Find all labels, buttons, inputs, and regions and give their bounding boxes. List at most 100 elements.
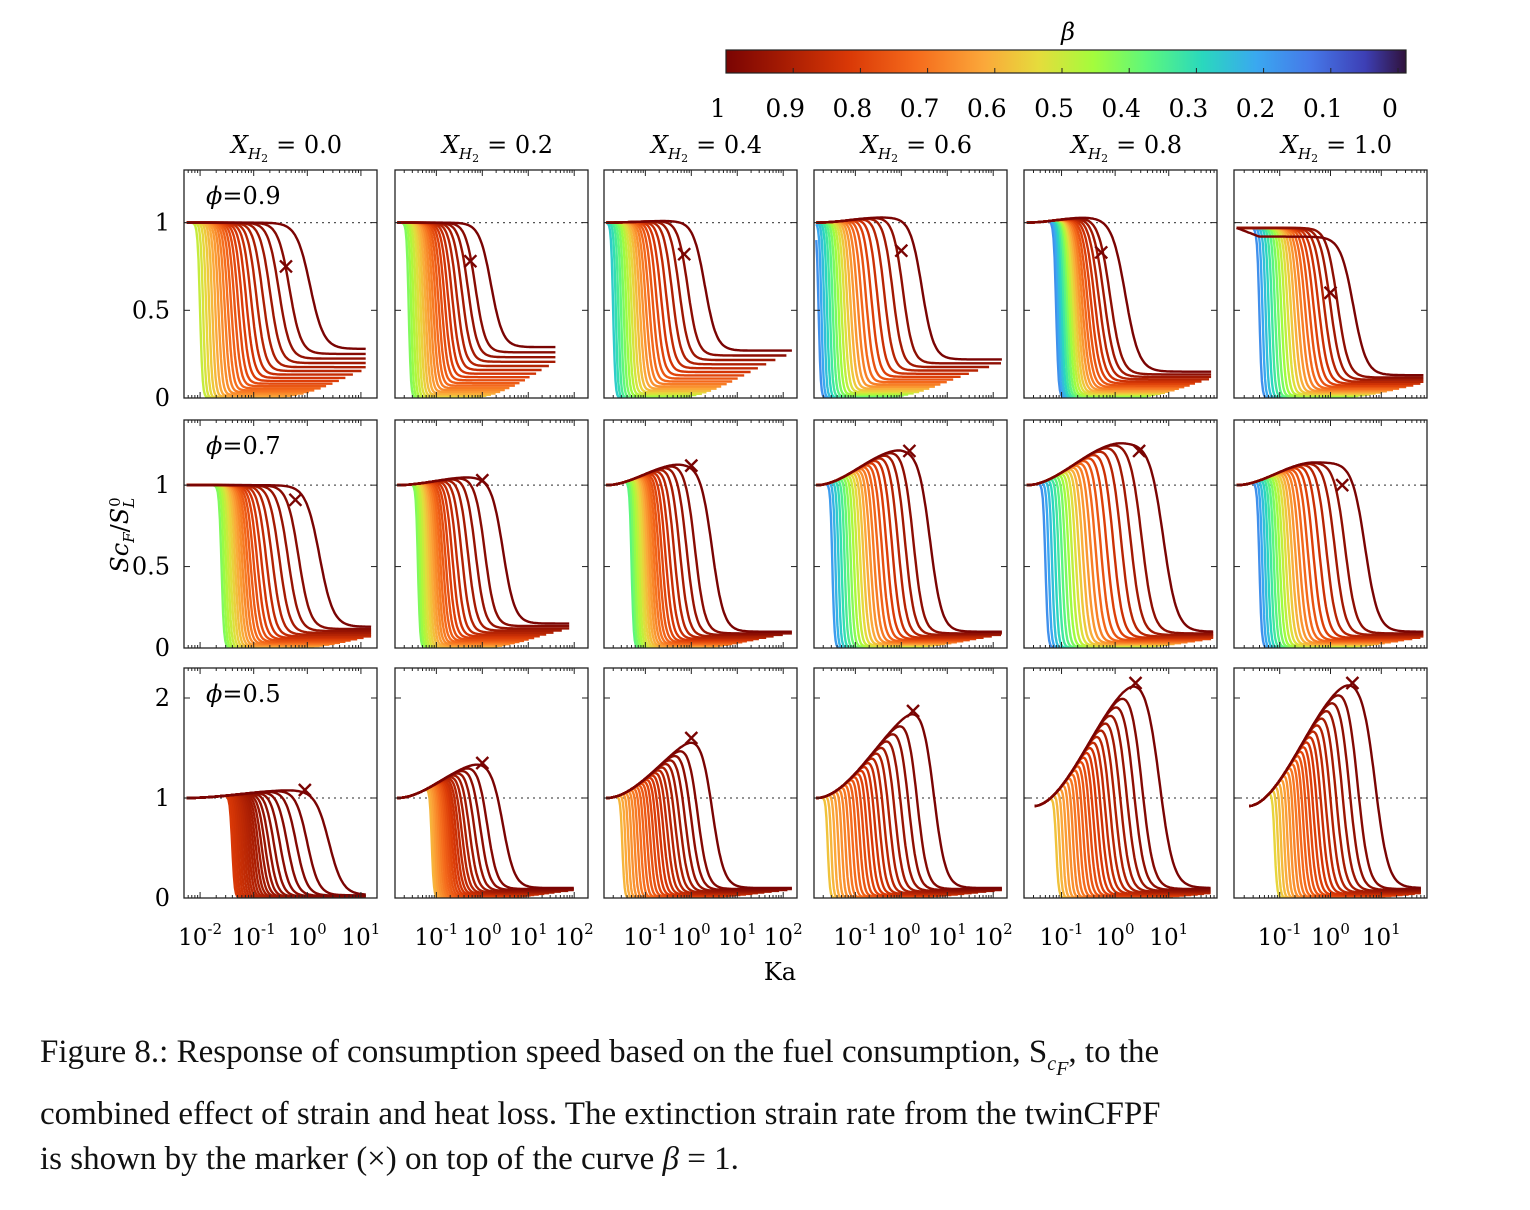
series-line: [1026, 216, 1212, 373]
series-line: [397, 774, 561, 893]
colorbar-tick-label: 0.1: [1303, 94, 1343, 123]
x-tick-label: 100: [882, 920, 921, 951]
caption-line-2: combined effect of strain and heat loss.…: [40, 1095, 1161, 1132]
curves: [606, 463, 792, 648]
panel-frame: [394, 169, 589, 399]
extinction-marker: [894, 243, 909, 258]
caption-sub: c: [1047, 1052, 1057, 1075]
x-tick-label: 101: [928, 920, 967, 951]
panel-frame: [603, 667, 798, 899]
x-tick-label: 100: [672, 920, 711, 951]
caption-text: = 1.: [678, 1140, 739, 1177]
panel-r2-c2: 10-1 100 101 102: [603, 667, 803, 951]
column-title: XH2 = 0.0: [229, 131, 342, 165]
extinction-marker: [288, 492, 303, 507]
row-label: ϕ=0.5: [206, 680, 281, 708]
colorbar-tick-label: 0.6: [967, 94, 1007, 123]
panel-r0-c4: [1023, 169, 1218, 399]
y-tick-label: 1: [155, 471, 170, 499]
extinction-marker: [475, 756, 490, 770]
caption-beta: β: [662, 1140, 679, 1177]
series-line: [186, 789, 366, 896]
panel-r0-c5: [1233, 169, 1428, 399]
series-line: [186, 221, 366, 351]
series-line: [186, 792, 366, 898]
x-tick-label: 10-1: [414, 920, 458, 951]
series-line: [816, 216, 1002, 361]
series-line: [1249, 684, 1421, 889]
y-tick-label: 1: [155, 209, 170, 237]
colorbar-gradient: [725, 49, 1407, 74]
x-tick-label: 101: [1362, 920, 1401, 951]
panel-frame: [183, 169, 378, 399]
column-title: XH2 = 0.8: [1069, 131, 1182, 165]
series-line: [605, 221, 668, 398]
extinction-marker: [279, 259, 293, 274]
curves: [397, 763, 574, 898]
caption-text: , to the: [1068, 1034, 1160, 1070]
panel-frame: [1233, 169, 1428, 399]
extinction-marker: [1094, 245, 1109, 260]
series-line: [606, 741, 792, 890]
x-tick-label: 101: [509, 920, 548, 951]
series-line: [1026, 218, 1179, 390]
series-line: [606, 219, 792, 352]
panel-r1-c1: [394, 419, 589, 649]
extinction-marker: [298, 783, 312, 797]
panel-r0-c2: [603, 169, 798, 399]
x-tick-label: 102: [974, 920, 1013, 951]
x-tick-label: 10-2: [178, 920, 222, 951]
extinction-marker: [1345, 676, 1360, 690]
series-line: [397, 763, 574, 890]
panel-frame: [1023, 169, 1218, 399]
column-titles: XH2 = 0.0 XH2 = 0.2 XH2 = 0.4 XH2 = 0.6 XH2 = 0.8…: [229, 131, 1392, 165]
caption-line-1: Figure 8.: Response of consumption speed…: [40, 1030, 1490, 1092]
panel-frame: [394, 419, 589, 649]
extinction-marker: [1323, 285, 1338, 300]
x-tick-label: 10-1: [1040, 920, 1084, 951]
series-line: [397, 767, 574, 891]
panel-frame: [183, 419, 378, 649]
extinction-marker: [684, 731, 699, 745]
x-tick-label: 102: [764, 920, 803, 951]
colorbar-tick-label: 0.7: [900, 94, 940, 123]
panel-r2-c0: 2 1 0 ϕ=0.5 10-2 10-1 100 101: [155, 667, 380, 951]
curves: [186, 789, 366, 898]
y-tick-label: 2: [155, 684, 170, 712]
panel-frame: [603, 419, 798, 649]
curves: [816, 713, 1002, 898]
caption-text: Figure 8.: Response of consumption speed…: [40, 1034, 1048, 1070]
series-line: [397, 221, 556, 349]
y-axis-label: ScF/SL0: [106, 497, 138, 572]
series-line: [606, 463, 792, 633]
series-line: [1026, 482, 1110, 648]
series-line: [186, 221, 264, 398]
x-tick-label: 10-1: [623, 920, 667, 951]
curves: [1034, 685, 1211, 898]
series-line: [815, 223, 878, 398]
panel-r1-c4: [1023, 419, 1218, 649]
series-line: [1249, 759, 1386, 898]
extinction-marker: [902, 444, 917, 458]
extinction-marker: [475, 473, 490, 488]
curves: [605, 219, 792, 398]
curves: [1026, 216, 1212, 398]
x-tick-label: 10-1: [1258, 920, 1302, 951]
series-line: [816, 795, 888, 898]
series-line: [1026, 442, 1214, 633]
colorbar-tick-label: 0.2: [1236, 94, 1276, 123]
x-tick-label: 10-1: [833, 920, 877, 951]
panel-r0-c3: [813, 169, 1008, 399]
figure-caption: Figure 8.: Response of consumption speed…: [40, 1030, 1490, 1182]
y-tick-label: 0: [155, 634, 170, 662]
curves: [815, 216, 1002, 398]
series-line: [816, 449, 1002, 633]
curves: [1236, 461, 1424, 648]
x-tick-label: 100: [1311, 920, 1350, 951]
panel-r0-c1: [394, 169, 589, 399]
extinction-marker: [677, 247, 692, 262]
panel-r1-c2: [603, 419, 798, 649]
panel-r0-c0: 1 0.5 0 ϕ=0.9: [132, 169, 378, 412]
x-tick-label: 101: [718, 920, 757, 951]
